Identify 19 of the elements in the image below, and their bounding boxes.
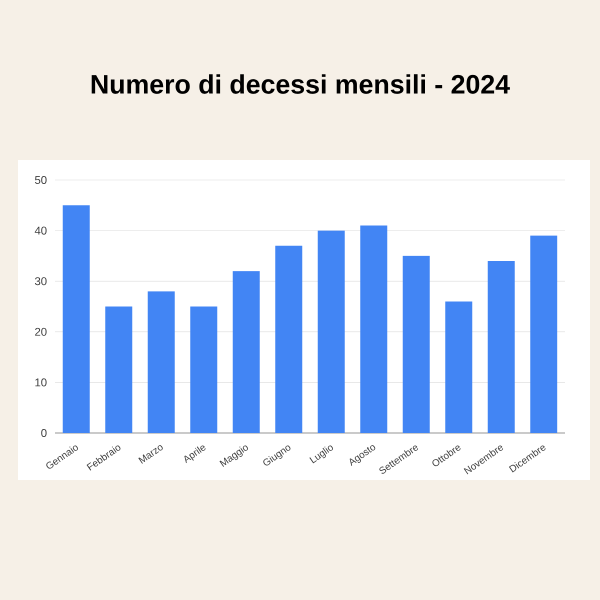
bar	[488, 260, 515, 434]
y-tick-label: 0	[41, 429, 47, 437]
bar	[105, 306, 132, 434]
y-tick-label: 40	[34, 226, 47, 235]
bar	[148, 291, 175, 434]
bar	[445, 301, 472, 434]
bar	[62, 205, 90, 434]
bar	[318, 230, 345, 434]
bar	[190, 306, 218, 434]
bar	[360, 226, 388, 434]
bar	[402, 256, 430, 434]
y-tick-label: 20	[35, 328, 47, 336]
bar	[530, 236, 558, 434]
chart-title: Numero di decessi mensili - 2024	[92, 74, 510, 94]
bar	[275, 246, 302, 434]
bar	[232, 271, 260, 434]
y-tick-label: 50	[34, 176, 47, 184]
y-tick-label: 30	[34, 277, 47, 286]
y-tick-label: 10	[35, 378, 47, 386]
